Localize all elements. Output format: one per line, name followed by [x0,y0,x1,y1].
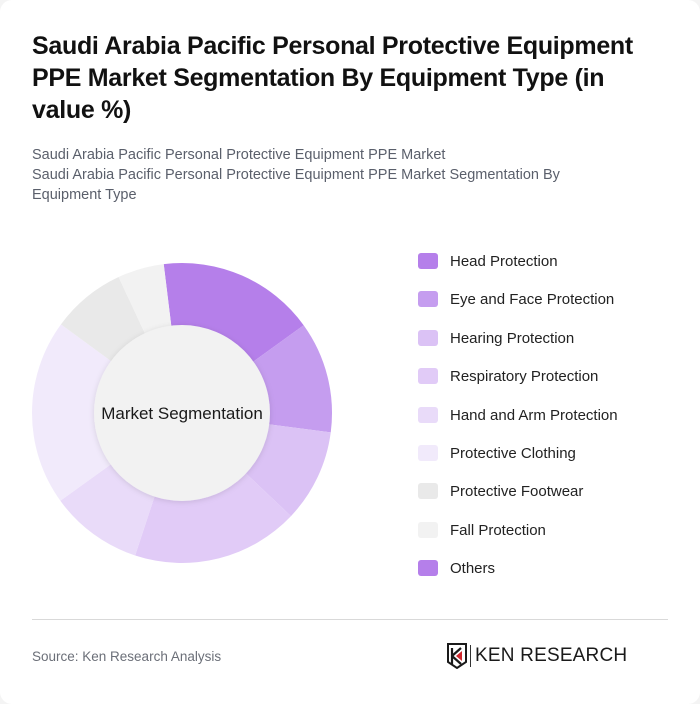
source-text: Source: Ken Research Analysis [32,649,222,664]
ken-research-logo: KEN RESEARCH [447,643,627,669]
legend-label: Protective Footwear [450,482,584,500]
legend-swatch [418,560,438,576]
legend-item-respiratory-protection[interactable]: Respiratory Protection [418,365,598,387]
legend-swatch [418,368,438,384]
legend-item-others[interactable]: Others [418,557,495,579]
legend-swatch [418,253,438,269]
legend-item-hand-arm-protection[interactable]: Hand and Arm Protection [418,404,618,426]
legend-label: Head Protection [450,252,558,270]
ken-research-logo-icon [447,643,467,669]
legend-label: Fall Protection [450,521,546,539]
legend-swatch [418,445,438,461]
legend-swatch [418,483,438,499]
legend-item-eye-face-protection[interactable]: Eye and Face Protection [418,288,614,310]
legend-swatch [418,291,438,307]
legend-swatch [418,407,438,423]
logo-divider [470,645,471,667]
legend-label: Hand and Arm Protection [450,406,618,424]
legend-item-protective-footwear[interactable]: Protective Footwear [418,480,583,502]
legend-label: Protective Clothing [450,444,576,462]
center-label: Market Segmentation [101,404,263,423]
subtitle-line-1: Saudi Arabia Pacific Personal Protective… [32,147,446,163]
legend-swatch [418,330,438,346]
legend-item-hearing-protection[interactable]: Hearing Protection [418,327,574,349]
chart-title: Saudi Arabia Pacific Personal Protective… [32,32,633,124]
legend-item-fall-protection[interactable]: Fall Protection [418,519,546,541]
legend-label: Respiratory Protection [450,367,599,385]
chart-subtitle: Saudi Arabia Pacific Personal Protective… [32,145,632,205]
legend-label: Hearing Protection [450,329,575,347]
legend-swatch [418,522,438,538]
legend-item-protective-clothing[interactable]: Protective Clothing [418,442,576,464]
legend-item-head-protection[interactable]: Head Protection [418,250,558,272]
donut-center [94,325,270,501]
subtitle-line-2: Saudi Arabia Pacific Personal Protective… [32,167,560,203]
donut-chart: Market Segmentation [31,263,332,563]
legend-label: Eye and Face Protection [450,290,615,308]
logo-text: KEN RESEARCH [475,645,628,666]
legend-label: Others [450,559,496,577]
footer-divider [32,619,668,620]
